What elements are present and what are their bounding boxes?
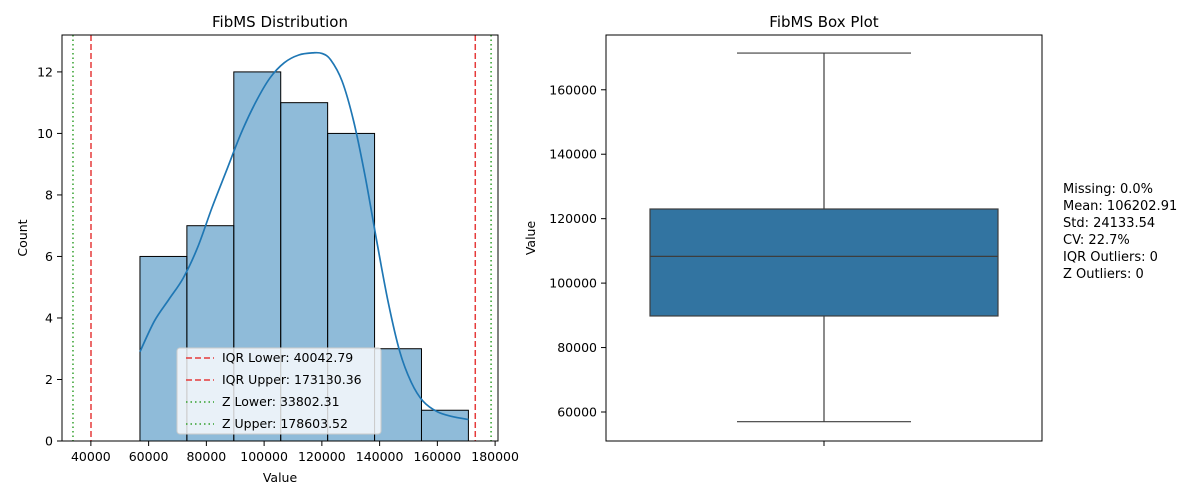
y-tick-label: 10 [37,126,53,141]
iqr-box [649,208,999,317]
reference-lines [72,35,492,441]
histogram-x-ticks: 40000 60000 80000 100000 120000 140000 160000 1… [71,441,519,464]
y-tick-label: 80000 [557,340,597,355]
legend-z-upper-label: Z Upper: 178603.52 [222,416,348,431]
boxplot-shapes [649,52,999,423]
legend-box [176,347,382,435]
stats-std: Std: 24133.54 [1063,216,1155,231]
boxplot-title: FibMS Box Plot [769,13,878,31]
x-tick-label: 120000 [298,449,346,464]
stats-iqr-outliers: IQR Outliers: 0 [1063,250,1158,265]
boxplot-panel: FibMS Box Plot Value 60000 80000 100000 120… [523,13,1043,446]
y-tick-label: 8 [45,187,53,202]
x-tick-label: 60000 [129,449,169,464]
legend-z-lower-label: Z Lower: 33802.31 [222,394,340,409]
y-tick-label: 160000 [549,82,597,97]
x-tick-label: 100000 [240,449,288,464]
y-tick-label: 60000 [557,405,597,420]
kde-curve-group [139,51,469,421]
y-tick-label: 12 [37,64,53,79]
y-tick-label: 6 [45,249,53,264]
boxplot-y-axis-label: Value [523,221,538,256]
y-tick-label: 0 [45,434,53,449]
y-tick-label: 2 [45,372,53,387]
histogram-y-axis-label: Count [15,219,30,256]
kde-curve [139,51,469,421]
x-tick-label: 180000 [471,449,519,464]
y-tick-label: 120000 [549,211,597,226]
stats-missing: Missing: 0.0% [1063,182,1153,197]
stats-z-outliers: Z Outliers: 0 [1063,267,1144,282]
x-tick-label: 40000 [71,449,111,464]
stats-cv: CV: 22.7% [1063,233,1130,248]
stats-mean: Mean: 106202.91 [1063,199,1177,214]
histogram-y-ticks: 0 2 4 6 8 10 12 [37,64,62,449]
y-tick-label: 100000 [549,276,597,291]
y-tick-label: 4 [45,310,53,325]
legend-iqr-lower-label: IQR Lower: 40042.79 [222,350,353,365]
x-tick-label: 80000 [186,449,226,464]
histogram-x-axis-label: Value [263,470,298,485]
histogram-bar-6 [374,348,422,442]
legend-iqr-upper-label: IQR Upper: 173130.36 [222,372,362,387]
y-tick-label: 140000 [549,147,597,162]
x-tick-label: 140000 [356,449,404,464]
histogram-axes-frame [61,34,499,442]
histogram-title: FibMS Distribution [212,13,348,31]
histogram-legend: IQR Lower: 40042.79 IQR Upper: 173130.36… [176,347,382,435]
boxplot-y-ticks: 60000 80000 100000 120000 140000 160000 [549,82,606,420]
histogram-panel: FibMS Distribution Value Count 40000 6000… [15,13,519,485]
x-tick-label: 160000 [414,449,462,464]
stats-annotation: Missing: 0.0% Mean: 106202.91 Std: 24133… [1063,182,1177,282]
